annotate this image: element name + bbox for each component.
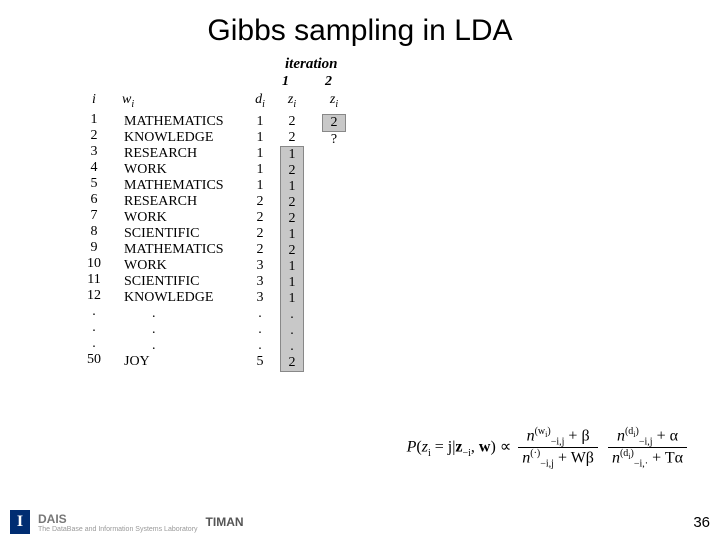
- slide-title: Gibbs sampling in LDA: [0, 0, 720, 48]
- dots: .: [122, 322, 242, 338]
- header-w: wi: [122, 92, 242, 110]
- cell-i-last: 50: [82, 352, 106, 368]
- col-w: wi MATHEMATICS KNOWLEDGE RESEARCH WORK M…: [122, 92, 242, 370]
- cell-z: 2: [280, 114, 304, 130]
- cell-z2-sampled: 2: [322, 114, 346, 132]
- page-number: 36: [693, 514, 710, 531]
- cell-i: 8: [82, 224, 106, 240]
- cell-w-last: JOY: [122, 354, 242, 370]
- gray-highlight-col: 1 2 1 2 2 1 2 1 1 1 . . . 2: [280, 146, 304, 372]
- iter-label-1: 1: [282, 74, 289, 90]
- cell-z: 2: [281, 163, 303, 179]
- cell-w: RESEARCH: [122, 146, 242, 162]
- cell-w: RESEARCH: [122, 194, 242, 210]
- cell-z: 1: [281, 147, 303, 163]
- cell-z2-current: ?: [322, 132, 346, 148]
- cell-d: 1: [248, 130, 272, 146]
- dots: .: [122, 306, 242, 322]
- col-i: i 1 2 3 4 5 6 7 8 9 10 11 12 . . . 50: [82, 92, 106, 368]
- cell-d: 2: [248, 226, 272, 242]
- col-d: di 1 1 1 1 1 2 2 2 2 3 3 3 . . . 5: [248, 92, 272, 370]
- cell-w: WORK: [122, 210, 242, 226]
- cell-z: 1: [281, 179, 303, 195]
- footer: I DAIS The DataBase and Information Syst…: [10, 510, 710, 534]
- dots: .: [281, 307, 303, 323]
- iteration-header: iteration: [285, 56, 338, 73]
- cell-i: 6: [82, 192, 106, 208]
- cell-z: 2: [281, 195, 303, 211]
- timan-logo: TIMAN: [206, 515, 244, 529]
- cell-d: 1: [248, 146, 272, 162]
- dots: .: [82, 336, 106, 352]
- iter-label-2: 2: [325, 74, 332, 90]
- dots: .: [82, 304, 106, 320]
- cell-d: 1: [248, 114, 272, 130]
- cell-w: WORK: [122, 162, 242, 178]
- cell-i: 10: [82, 256, 106, 272]
- cell-d-last: 5: [248, 354, 272, 370]
- dots: .: [281, 323, 303, 339]
- cell-w: SCIENTIFIC: [122, 274, 242, 290]
- cell-w: KNOWLEDGE: [122, 130, 242, 146]
- cell-i: 3: [82, 144, 106, 160]
- cell-w: MATHEMATICS: [122, 242, 242, 258]
- dots: .: [281, 339, 303, 355]
- gibbs-formula: P(zi = j|z−i, w) ∝ n(wi)−i,j + β n(·)−i,…: [270, 426, 690, 470]
- cell-z: 2: [281, 243, 303, 259]
- header-z2: zi: [322, 92, 346, 110]
- cell-d: 3: [248, 290, 272, 306]
- dots: .: [248, 338, 272, 354]
- dais-logo: DAIS The DataBase and Information System…: [38, 512, 198, 533]
- cell-z: 2: [280, 130, 304, 146]
- cell-i: 11: [82, 272, 106, 288]
- cell-d: 2: [248, 210, 272, 226]
- cell-z: 1: [281, 275, 303, 291]
- cell-i: 1: [82, 112, 106, 128]
- cell-z: 1: [281, 259, 303, 275]
- uiuc-logo-icon: I: [10, 510, 30, 534]
- dots: .: [248, 306, 272, 322]
- dots: .: [122, 338, 242, 354]
- cell-z: 2: [281, 211, 303, 227]
- cell-d: 2: [248, 194, 272, 210]
- cell-i: 5: [82, 176, 106, 192]
- dais-subtitle: The DataBase and Information Systems Lab…: [38, 526, 198, 533]
- cell-d: 1: [248, 178, 272, 194]
- cell-d: 1: [248, 162, 272, 178]
- cell-w: KNOWLEDGE: [122, 290, 242, 306]
- cell-z: 1: [281, 291, 303, 307]
- dots: .: [248, 322, 272, 338]
- cell-z: 1: [281, 227, 303, 243]
- cell-d: 2: [248, 242, 272, 258]
- cell-i: 4: [82, 160, 106, 176]
- dais-logo-text: DAIS: [38, 512, 198, 526]
- cell-w: MATHEMATICS: [122, 114, 242, 130]
- cell-w: WORK: [122, 258, 242, 274]
- dots: .: [82, 320, 106, 336]
- logo-group: I DAIS The DataBase and Information Syst…: [10, 510, 244, 534]
- cell-i: 12: [82, 288, 106, 304]
- header-d: di: [248, 92, 272, 110]
- col-z-iter1: zi 2 2 1 2 1 2 2 1 2 1 1 1 . . . 2: [280, 92, 304, 372]
- header-z: zi: [280, 92, 304, 110]
- cell-z-last: 2: [281, 355, 303, 371]
- cell-d: 3: [248, 258, 272, 274]
- cell-w: SCIENTIFIC: [122, 226, 242, 242]
- col-z-iter2: zi 2 ?: [322, 92, 346, 148]
- cell-d: 3: [248, 274, 272, 290]
- cell-i: 2: [82, 128, 106, 144]
- cell-w: MATHEMATICS: [122, 178, 242, 194]
- header-i: i: [82, 92, 106, 108]
- cell-i: 9: [82, 240, 106, 256]
- cell-i: 7: [82, 208, 106, 224]
